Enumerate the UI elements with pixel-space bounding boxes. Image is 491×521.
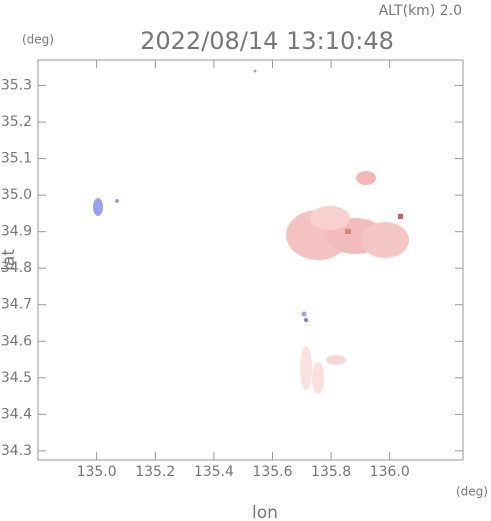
echo xyxy=(345,229,351,234)
x-tick-label: 135.6 xyxy=(252,464,292,480)
y-tick-label: 34.6 xyxy=(1,333,32,349)
echo xyxy=(253,69,257,73)
x-unit: (deg) xyxy=(456,485,488,499)
y-tick-label: 35.2 xyxy=(1,114,32,130)
x-tick-label: 135.0 xyxy=(77,464,117,480)
echo xyxy=(326,355,346,365)
y-tick-label: 34.3 xyxy=(1,443,32,459)
x-tick-label: 136.0 xyxy=(370,464,410,480)
y-unit: (deg) xyxy=(22,33,54,47)
echo xyxy=(301,311,307,317)
y-tick-label: 34.9 xyxy=(1,224,32,240)
y-axis-label: lat xyxy=(0,249,19,271)
plot-frame xyxy=(37,59,464,461)
echoes xyxy=(93,69,409,394)
echo xyxy=(310,206,350,230)
x-tick-label: 135.2 xyxy=(135,464,175,480)
echo xyxy=(304,318,308,322)
y-tick-label: 34.4 xyxy=(1,406,32,422)
y-tick-label: 35.1 xyxy=(1,151,32,167)
echo xyxy=(312,362,324,394)
y-tick-label: 34.8 xyxy=(1,260,32,276)
x-tick-label: 135.8 xyxy=(311,464,351,480)
altitude: ALT(km) 2.0 xyxy=(379,3,462,19)
echo xyxy=(356,171,376,185)
echo xyxy=(300,346,312,390)
chart-title: 2022/08/14 13:10:48 xyxy=(140,27,394,55)
x-tick-label: 135.4 xyxy=(194,464,234,480)
y-tick-label: 35.0 xyxy=(1,187,32,203)
y-tick-label: 34.5 xyxy=(1,370,32,386)
x-axis-label: lon xyxy=(252,503,278,521)
echo xyxy=(398,214,403,219)
echo xyxy=(93,198,103,216)
echo xyxy=(115,199,119,203)
y-tick-label: 35.3 xyxy=(1,78,32,94)
y-tick-label: 34.7 xyxy=(1,297,32,313)
echo xyxy=(361,222,409,258)
